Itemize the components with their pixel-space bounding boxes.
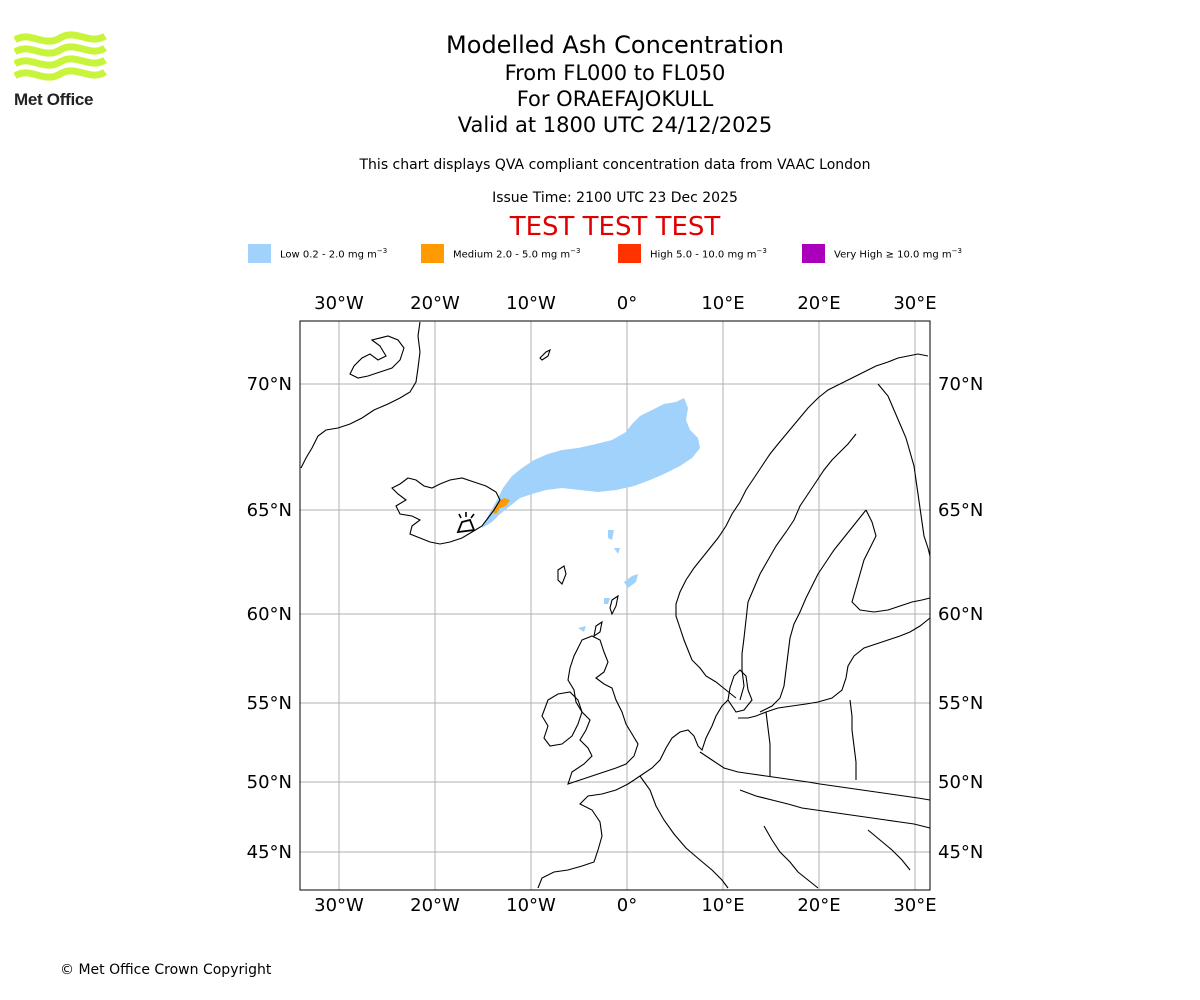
latitude-tick-label: 60°N — [938, 604, 983, 625]
axis-tick-labels: 30°W 30°W 20°W 20°W 10°W 10°W 0° 0° 10°E 10°E 20°E… — [247, 293, 984, 916]
test-banner: TEST TEST TEST — [509, 212, 721, 242]
longitude-tick-label: 20°E — [797, 895, 840, 916]
ash-area-low — [482, 398, 700, 528]
latitude-tick-label: 50°N — [938, 772, 983, 793]
ash-area-low — [604, 598, 610, 604]
logo-wave — [14, 43, 107, 57]
chart-title: Modelled Ash Concentration — [446, 31, 784, 59]
latitude-tick-label: 45°N — [938, 842, 983, 863]
logo-wave — [14, 67, 107, 81]
ash-area-low — [624, 574, 638, 588]
coastline-ireland — [541, 691, 583, 747]
legend-label: High 5.0 - 10.0 mg m−3 — [650, 247, 767, 261]
coastlines — [300, 321, 931, 889]
coastline-denmark — [727, 669, 753, 713]
logo-waves-icon — [14, 31, 107, 81]
met-office-logo: Met Office — [14, 30, 108, 112]
coastline-greenland — [300, 321, 421, 469]
ash-area-low — [578, 626, 586, 632]
longitude-tick-label: 10°W — [506, 895, 556, 916]
longitude-tick-label: 20°W — [410, 895, 460, 916]
ash-cloud-layer — [482, 398, 700, 632]
longitude-tick-label: 30°E — [893, 293, 936, 314]
copyright-notice: © Met Office Crown Copyright — [60, 962, 272, 978]
coastline-jan-mayen — [539, 348, 551, 361]
graticule — [300, 321, 930, 890]
latitude-tick-label: 55°N — [938, 693, 983, 714]
compliance-notice: This chart displays QVA compliant concen… — [359, 157, 871, 173]
coastline-shetland — [593, 594, 619, 638]
legend-label: Medium 2.0 - 5.0 mg m−3 — [453, 247, 581, 261]
latitude-tick-label: 70°N — [247, 374, 292, 395]
longitude-tick-label: 30°W — [314, 293, 364, 314]
longitude-tick-label: 0° — [617, 293, 637, 314]
coastline-iceland — [391, 477, 501, 545]
country-borders — [639, 699, 931, 889]
logo-wave — [14, 55, 107, 69]
legend-label: Very High ≥ 10.0 mg m−3 — [834, 247, 962, 261]
valid-time: Valid at 1800 UTC 24/12/2025 — [457, 113, 773, 137]
latitude-tick-label: 70°N — [938, 374, 983, 395]
legend-swatch — [618, 244, 641, 263]
longitude-tick-label: 10°E — [701, 293, 744, 314]
volcano-symbol — [456, 512, 476, 534]
latitude-tick-label: 65°N — [247, 500, 292, 521]
longitude-tick-label: 30°W — [314, 895, 364, 916]
legend-swatch — [248, 244, 271, 263]
longitude-tick-label: 20°E — [797, 293, 840, 314]
ash-area-medium — [492, 498, 510, 514]
coastline-norway — [675, 353, 929, 699]
latitude-tick-label: 60°N — [247, 604, 292, 625]
longitude-tick-label: 30°E — [893, 895, 936, 916]
latitude-tick-label: 55°N — [247, 693, 292, 714]
issue-time: Issue Time: 2100 UTC 23 Dec 2025 — [492, 190, 738, 206]
logo-brand-text: Met Office — [14, 90, 94, 109]
legend-swatch — [421, 244, 444, 263]
coastline-finland — [851, 509, 931, 613]
ash-area-low — [614, 548, 620, 554]
longitude-tick-label: 0° — [617, 895, 637, 916]
volcano-name: For ORAEFAJOKULL — [516, 87, 714, 111]
legend-swatch — [802, 244, 825, 263]
logo-wave — [14, 31, 107, 45]
ash-area-low — [608, 530, 614, 540]
map-frame — [299, 320, 931, 891]
latitude-tick-label: 45°N — [247, 842, 292, 863]
coastline-great-britain — [567, 635, 639, 785]
coastline-faroe — [557, 565, 567, 585]
border-finland-russia — [877, 383, 931, 557]
longitude-tick-label: 10°E — [701, 895, 744, 916]
legend-label: Low 0.2 - 2.0 mg m−3 — [280, 247, 388, 261]
longitude-tick-label: 20°W — [410, 293, 460, 314]
latitude-tick-label: 50°N — [247, 772, 292, 793]
coastline-baltic-south — [738, 617, 931, 719]
border-norway-sweden — [739, 433, 857, 701]
coastline-continental-west — [537, 699, 729, 889]
chart-header: Modelled Ash Concentration From FL000 to… — [315, 30, 915, 138]
coastline-baltic-sweden — [759, 509, 867, 713]
flight-level-range: From FL000 to FL050 — [504, 61, 726, 85]
latitude-tick-label: 65°N — [938, 500, 983, 521]
longitude-tick-label: 10°W — [506, 293, 556, 314]
